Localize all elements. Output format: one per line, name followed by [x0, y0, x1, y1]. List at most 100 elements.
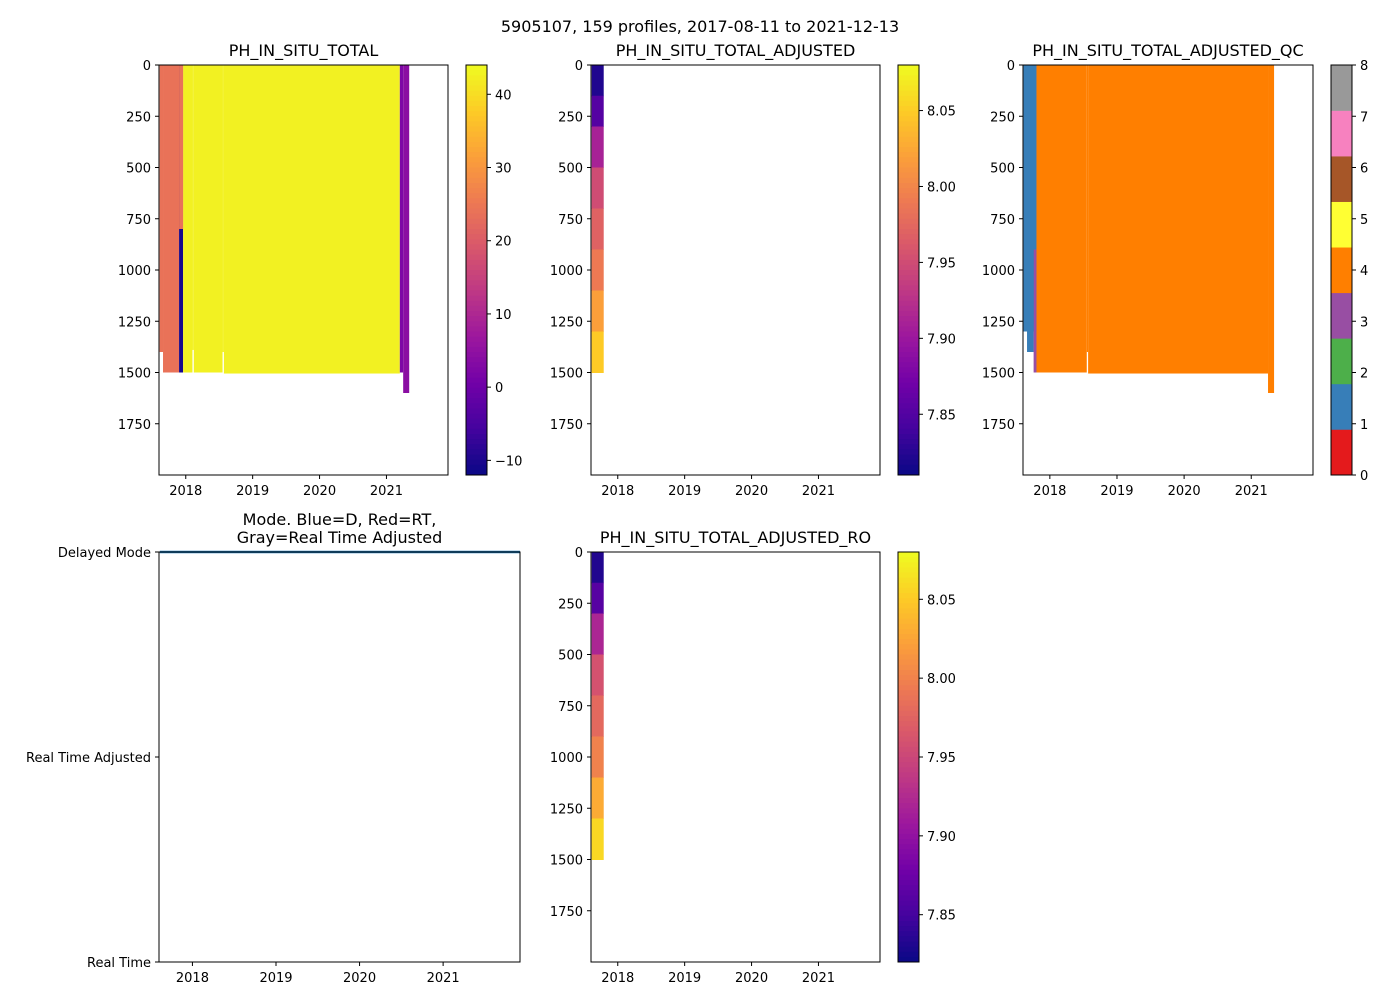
ph_adjusted-colorbar-band [898, 362, 919, 368]
ph_adjusted-colorbar-band [898, 439, 919, 445]
ph_adjusted_ro-colorbar-band [898, 844, 919, 850]
ph_total-profile-column [183, 65, 193, 373]
ph_total-colorbar-band [466, 434, 487, 440]
ph_adjusted_ro-colorbar-band [898, 680, 919, 686]
ph_adjusted_ro-colorbar-band [898, 946, 919, 953]
ph_adjusted_ro-colorbar-band [898, 613, 919, 620]
mode-x-tick-label: 2021 [427, 971, 460, 986]
ph_adjusted_ro-colorbar-tick-label: 7.85 [927, 909, 956, 924]
ph_adjusted_qc-y-tick-label: 1500 [982, 367, 1015, 382]
ph_adjusted-colorbar-band [898, 464, 919, 471]
ph_adjusted-x-tick-label: 2021 [802, 484, 835, 499]
mode-plot: Mode. Blue=D, Red=RT,Gray=Real Time Adju… [26, 510, 521, 986]
ph_adjusted_ro-profile-cell [591, 736, 604, 778]
ph_adjusted-colorbar-tick-label: 7.90 [927, 332, 956, 347]
ph_adjusted-y-tick-label: 1250 [550, 315, 583, 330]
mode-title-line: Mode. Blue=D, Red=RT, [243, 510, 437, 529]
ph_adjusted_qc-x-tick-label: 2019 [1100, 484, 1133, 499]
ph_adjusted-colorbar-band [898, 208, 919, 215]
ph_adjusted-profile-cell [591, 331, 604, 373]
ph_adjusted_ro-colorbar-band [898, 716, 919, 722]
ph_adjusted_ro-title: PH_IN_SITU_TOTAL_ADJUSTED_RO [600, 528, 871, 548]
ph_adjusted-x-tick-label: 2020 [735, 484, 768, 499]
ph_adjusted_ro-profile-cell [591, 654, 604, 696]
ph_adjusted-profile-cell [591, 249, 604, 291]
ph_total-colorbar-frame [465, 64, 488, 476]
ph_total-colorbar-band [466, 259, 487, 266]
ph_adjusted_qc-colorbar-class [1331, 201, 1352, 248]
ph_adjusted-colorbar-band [898, 398, 919, 404]
ph_adjusted_qc-colorbar-class [1331, 65, 1352, 111]
ph_total-colorbar-tick-label: 10 [495, 308, 512, 323]
ph_total-colorbar-band [466, 116, 487, 122]
ph_total-colorbar-band [466, 377, 487, 384]
ph_adjusted_ro-colorbar-band [898, 926, 919, 932]
ph_adjusted_ro-colorbar-band [898, 777, 919, 784]
ph_adjusted_ro-colorbar-band [898, 634, 919, 640]
ph_adjusted-colorbar-band [898, 141, 919, 148]
ph_adjusted-colorbar-band [898, 177, 919, 184]
ph_adjusted_qc-colorbar-tick-label: 4 [1360, 264, 1368, 279]
ph_adjusted-colorbar-band [898, 70, 919, 76]
ph_adjusted_ro-colorbar-band [898, 757, 919, 763]
ph_total-colorbar-tick-label: 30 [495, 162, 512, 177]
ph_adjusted-colorbar-band [898, 352, 919, 358]
ph_adjusted_qc-colorbar-tick-label: 0 [1360, 469, 1368, 484]
ph_adjusted_ro-y-tick-label: 1000 [550, 751, 583, 766]
ph_total-colorbar-band [466, 275, 487, 281]
ph_adjusted-colorbar-band [898, 449, 919, 455]
ph_adjusted_qc-y-tick-label: 1250 [982, 315, 1015, 330]
mode-y-tick-label: Real Time [87, 956, 151, 971]
ph_adjusted-colorbar-band [898, 336, 919, 343]
ph_total-colorbar-band [466, 270, 487, 276]
ph_adjusted_qc-value-patch [1033, 249, 1037, 373]
ph_total-colorbar-band [466, 362, 487, 368]
ph_total-colorbar-band [466, 321, 487, 327]
ph_total-plot: PH_IN_SITU_TOTAL 2018 2019 2020 2021 0 250 500 7… [118, 41, 523, 499]
ph_adjusted_ro-colorbar-band [898, 813, 919, 819]
ph_adjusted_qc-colorbar-class [1331, 383, 1352, 430]
ph_total-colorbar-band [466, 254, 487, 261]
ph_adjusted-colorbar-band [898, 147, 919, 153]
ph_adjusted_ro-colorbar-tick-label: 7.95 [927, 751, 956, 766]
ph_total-colorbar-band [466, 70, 487, 76]
ph_adjusted_qc-profile-column [1268, 65, 1275, 393]
ph_total-colorbar-band [466, 131, 487, 138]
ph_adjusted_ro-colorbar-band [898, 557, 919, 563]
ph_adjusted_ro-colorbar-band [898, 874, 919, 881]
ph_adjusted_ro-x-tick-label: 2019 [668, 971, 701, 986]
ph_adjusted-colorbar-band [898, 259, 919, 266]
ph_total-colorbar-band [466, 454, 487, 461]
ph_adjusted-colorbar-band [898, 393, 919, 399]
ph_total-colorbar-band [466, 244, 487, 250]
ph_adjusted-y-tick-label: 1750 [550, 418, 583, 433]
ph_adjusted_ro-colorbar: 7.85 7.90 7.95 8.00 8.05 [897, 551, 956, 963]
ph_adjusted_ro-colorbar-band [898, 885, 919, 891]
ph_total-colorbar-band [466, 136, 487, 143]
ph_adjusted_qc-colorbar: 0 1 2 3 4 5 6 7 8 [1330, 59, 1368, 484]
ph_total-colorbar-band [466, 469, 487, 476]
ph_adjusted_ro-colorbar-band [898, 869, 919, 876]
ph_total-profile-column [192, 65, 194, 350]
ph_total-colorbar-band [466, 157, 487, 163]
ph_total-colorbar-band [466, 172, 487, 179]
ph_adjusted_ro-colorbar-band [898, 849, 919, 855]
ph_adjusted-y-tick-label: 750 [558, 213, 583, 228]
ph_total-colorbar-band [466, 152, 487, 158]
ph_total-y-tick-label: 1750 [118, 418, 151, 433]
ph_adjusted-colorbar-band [898, 357, 919, 363]
ph_adjusted-colorbar-tick-label: 7.85 [927, 408, 956, 423]
ph_adjusted-title: PH_IN_SITU_TOTAL_ADJUSTED [616, 41, 856, 61]
ph_total-colorbar-band [466, 372, 487, 379]
ph_adjusted_qc-x-tick-label: 2020 [1168, 484, 1201, 499]
ph_adjusted_qc-colorbar-tick-label: 2 [1360, 367, 1368, 382]
ph_adjusted-colorbar-band [898, 254, 919, 261]
ph_adjusted-colorbar-band [898, 346, 919, 353]
ph_adjusted_qc-profile-column [1086, 65, 1089, 352]
ph_total-colorbar-tick-label: 20 [495, 235, 512, 250]
ph_adjusted_ro-colorbar-band [898, 833, 919, 840]
ph_total-colorbar-band [466, 80, 487, 86]
ph_adjusted_qc-colorbar-class [1331, 292, 1352, 339]
ph_adjusted_ro-colorbar-band [898, 787, 919, 794]
ph_total-colorbar-band [466, 295, 487, 302]
